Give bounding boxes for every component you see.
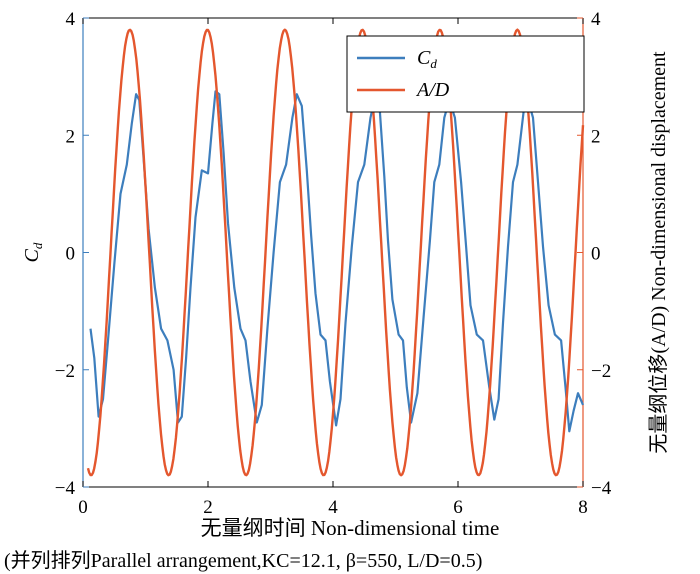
y-right-tick-label: 0: [591, 244, 601, 265]
series-line-cd: [89, 90, 585, 433]
x-tick-label: 0: [78, 497, 88, 518]
y-right-tick-label: 2: [591, 126, 601, 147]
legend-box: [346, 35, 585, 113]
y-right-tick-label: 4: [591, 9, 601, 30]
figure-caption: (并列排列Parallel arrangement,KC=12.1, β=550…: [4, 550, 483, 572]
y-left-axis-title-sub: d: [30, 242, 45, 249]
y-left-axis-title: Cd: [21, 242, 45, 262]
legend: CdA/D: [346, 35, 585, 113]
y-left-tick-label: 2: [66, 126, 76, 147]
legend-label-cd-sub: d: [430, 56, 437, 71]
y-right-tick-label: −4: [591, 478, 612, 499]
y-left-tick-label: −2: [55, 361, 75, 382]
axis-ticks: 0 2 4 6 8 4 2 0 −2 −4 4 2 0 −2 −4: [55, 9, 612, 518]
series-line-ad: [86, 28, 585, 477]
x-tick-label: 8: [578, 497, 588, 518]
legend-label-ad: A/D: [415, 79, 450, 101]
y-right-axis-title: 无量纲位移(A/D) Non-dimensional displacement: [647, 51, 670, 454]
x-tick-label: 6: [453, 497, 463, 518]
x-tick-label: 4: [328, 497, 338, 518]
y-left-tick-label: 4: [66, 9, 76, 30]
y-right-tick-label: −2: [591, 361, 611, 382]
y-left-tick-label: 0: [66, 244, 76, 265]
y-left-tick-label: −4: [55, 478, 76, 499]
series-group: [86, 28, 585, 477]
x-tick-label: 2: [203, 497, 213, 518]
x-axis-title: 无量纲时间 Non-dimensional time: [200, 516, 500, 540]
